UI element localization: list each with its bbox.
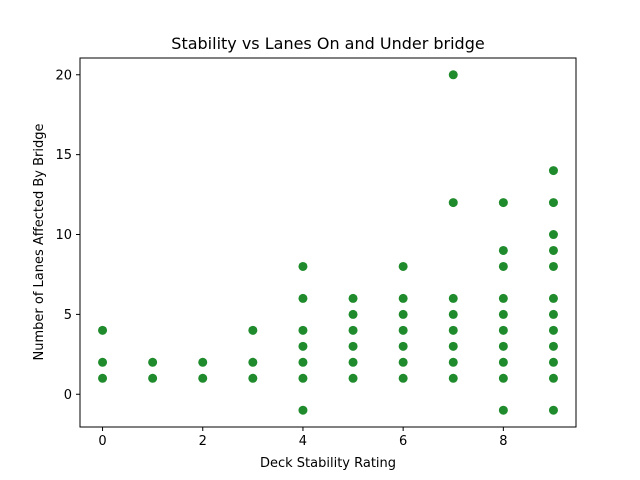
data-point bbox=[248, 357, 258, 367]
data-point bbox=[548, 261, 558, 271]
y-tick-label: 0 bbox=[64, 388, 72, 403]
data-point bbox=[298, 405, 308, 415]
data-point bbox=[548, 341, 558, 351]
data-point bbox=[548, 325, 558, 335]
data-point bbox=[498, 341, 508, 351]
data-point bbox=[398, 341, 408, 351]
plot-area-frame bbox=[79, 57, 577, 428]
data-point bbox=[448, 198, 458, 208]
x-axis-label: Deck Stability Rating bbox=[260, 456, 396, 471]
data-point bbox=[398, 293, 408, 303]
data-point bbox=[548, 293, 558, 303]
data-point bbox=[448, 70, 458, 80]
data-point bbox=[398, 325, 408, 335]
data-point bbox=[498, 405, 508, 415]
data-point bbox=[198, 373, 208, 383]
x-tick-label: 6 bbox=[399, 434, 407, 449]
y-tick-label: 10 bbox=[55, 228, 72, 243]
data-point bbox=[548, 405, 558, 415]
data-point bbox=[398, 357, 408, 367]
x-tick-label: 4 bbox=[299, 434, 307, 449]
data-point bbox=[498, 261, 508, 271]
data-point bbox=[498, 357, 508, 367]
data-point bbox=[98, 373, 108, 383]
data-point bbox=[398, 261, 408, 271]
x-tick-label: 0 bbox=[98, 434, 106, 449]
data-point bbox=[448, 293, 458, 303]
data-point bbox=[298, 373, 308, 383]
data-point bbox=[248, 373, 258, 383]
data-point bbox=[348, 373, 358, 383]
x-tick-label: 2 bbox=[199, 434, 207, 449]
data-point bbox=[548, 230, 558, 240]
data-point bbox=[298, 341, 308, 351]
data-point bbox=[498, 245, 508, 255]
data-point bbox=[448, 309, 458, 319]
data-point bbox=[348, 309, 358, 319]
y-tick-label: 20 bbox=[55, 68, 72, 83]
data-point bbox=[348, 293, 358, 303]
data-point bbox=[498, 293, 508, 303]
data-point bbox=[298, 261, 308, 271]
data-point bbox=[498, 325, 508, 335]
data-point bbox=[98, 357, 108, 367]
data-point bbox=[448, 341, 458, 351]
data-point bbox=[348, 341, 358, 351]
points-layer bbox=[98, 70, 558, 415]
ticks-layer: 0 2 4 6 8 0 5 10 15 20 bbox=[55, 68, 507, 449]
data-point bbox=[298, 325, 308, 335]
data-point bbox=[548, 166, 558, 176]
y-tick-label: 15 bbox=[55, 148, 72, 163]
data-point bbox=[248, 325, 258, 335]
data-point bbox=[348, 357, 358, 367]
data-point bbox=[398, 373, 408, 383]
data-point bbox=[498, 309, 508, 319]
data-point bbox=[148, 373, 158, 383]
data-point bbox=[98, 325, 108, 335]
data-point bbox=[398, 309, 408, 319]
data-point bbox=[548, 357, 558, 367]
x-tick-label: 8 bbox=[499, 434, 507, 449]
data-point bbox=[448, 357, 458, 367]
data-point bbox=[348, 325, 358, 335]
data-point bbox=[198, 357, 208, 367]
data-point bbox=[148, 357, 158, 367]
data-point bbox=[548, 198, 558, 208]
y-tick-label: 5 bbox=[64, 308, 72, 323]
data-point bbox=[498, 373, 508, 383]
data-point bbox=[548, 373, 558, 383]
data-point bbox=[448, 373, 458, 383]
data-point bbox=[298, 293, 308, 303]
data-point bbox=[298, 357, 308, 367]
y-axis-label: Number of Lanes Affected By Bridge bbox=[32, 124, 47, 361]
data-point bbox=[498, 198, 508, 208]
chart-title: Stability vs Lanes On and Under bridge bbox=[171, 34, 484, 53]
data-point bbox=[548, 245, 558, 255]
data-point bbox=[548, 309, 558, 319]
data-point bbox=[448, 325, 458, 335]
